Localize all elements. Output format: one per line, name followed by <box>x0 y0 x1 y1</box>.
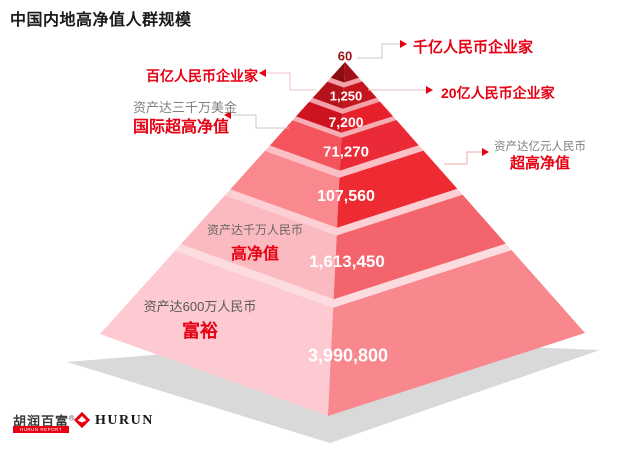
layer-value-label: 1,613,450 <box>309 252 385 271</box>
face-sublabel: 资产达千万人民币 <box>206 223 303 237</box>
pyramid-layer-right-face <box>344 62 359 83</box>
face-sublabel: 资产达600万人民币 <box>143 299 257 314</box>
callout-label: 超高净值 <box>509 155 570 172</box>
pyramid-layer-right-face <box>341 101 393 133</box>
pyramid-gap <box>264 145 424 178</box>
registered-mark: ® <box>69 415 76 423</box>
connector-line <box>444 151 482 165</box>
callout-sublabel: 资产达亿元人民币 <box>494 141 586 153</box>
callout-arrow-icon <box>426 86 433 94</box>
layer-value-label: 1,250 <box>329 88 363 104</box>
pyramid-layer-right-face <box>333 194 506 300</box>
brand-cn-text: 胡润百富 <box>13 414 70 429</box>
hurun-en-logo: HURUN <box>95 413 154 428</box>
pyramid-layer-right-face <box>342 81 377 109</box>
brand-red-bar: HURUN REPORT <box>13 426 69 433</box>
pyramid-gap <box>292 116 397 138</box>
layer-value-label: 107,560 <box>317 188 375 205</box>
callout-label: 百亿人民币企业家 <box>146 68 258 84</box>
pyramid-layer-left-face <box>269 120 342 171</box>
pyramid-layer-left-face <box>296 101 343 133</box>
callout-sublabel: 资产达三千万美金 <box>133 100 238 115</box>
page-title: 中国内地高净值人群规模 <box>10 12 192 29</box>
pyramid-layer-left-face <box>230 150 340 228</box>
face-label: 富裕 <box>182 321 218 341</box>
callout-arrow-icon <box>400 40 407 48</box>
callout-label: 国际超高净值 <box>133 119 230 136</box>
pyramid-layer-right-face <box>328 250 585 416</box>
callout-arrow-icon <box>259 69 266 77</box>
connector-line <box>267 72 316 91</box>
callout-label: 20亿人民币企业家 <box>441 85 555 101</box>
callout-arrow-icon <box>224 111 231 119</box>
pyramid-layer-left-face <box>180 195 337 300</box>
connector-line <box>357 43 400 59</box>
layer-value-label: 7,200 <box>328 114 364 130</box>
pyramid-layer-right-face <box>339 120 419 171</box>
face-label: 高净值 <box>230 246 279 263</box>
layer-value-label: 60 <box>337 48 353 64</box>
pyramid-gap <box>309 97 380 114</box>
face-label-group: 资产达600万人民币 富裕 <box>138 296 262 343</box>
hurun-cn-logo: 胡润百富® <box>13 411 75 430</box>
callout-arrow-icon <box>482 148 489 156</box>
layer-value-label: 71,270 <box>323 143 369 161</box>
connector-line <box>233 114 289 129</box>
pyramid-gap <box>224 188 463 236</box>
hurun-diamond-icon <box>73 411 91 429</box>
pyramid-layer-left-face <box>100 250 334 416</box>
pyramid-layer-right-face <box>337 150 458 228</box>
pyramid-layer-left-face <box>330 62 345 83</box>
callout-label: 千亿人民币企业家 <box>413 39 534 56</box>
pyramid-layer-left-face <box>312 81 344 109</box>
layer-value-label: 3,990,800 <box>307 345 389 366</box>
face-label-group: 资产达千万人民币 高净值 <box>194 221 316 264</box>
pyramid-gap <box>327 77 363 88</box>
